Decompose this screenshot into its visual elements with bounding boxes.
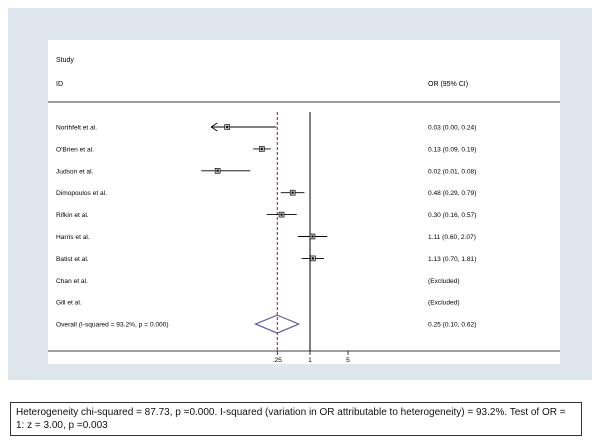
overall-diamond [254, 314, 301, 334]
heterogeneity-caption: Heterogeneity chi-squared = 87.73, p =0.… [10, 402, 582, 436]
study-label: Harris et al. [56, 234, 90, 241]
study-label: Gill et al. [56, 300, 82, 307]
study-estimate: 0.02 (0.01, 0.08) [428, 168, 476, 175]
point-center [216, 169, 219, 172]
overall-estimate: 0.25 (0.10, 0.62) [428, 322, 476, 329]
study-label: Judson et al. [56, 168, 94, 175]
study-estimate: 1.11 (0.60, 2.07) [428, 234, 476, 241]
header-id: ID [56, 81, 63, 88]
study-label: Batist et al. [56, 256, 89, 263]
header-study: Study [56, 57, 74, 64]
point-center [311, 257, 314, 260]
study-estimate: 0.48 (0.29, 0.79) [428, 190, 476, 197]
overall-label: Overall (I-squared = 93.2%, p = 0.000) [56, 322, 169, 329]
study-label: O'Brien et al. [56, 146, 94, 153]
study-label: Dimopoulos et al. [56, 190, 107, 197]
point-center [311, 235, 314, 238]
study-estimate: 0.13 (0.09, 0.19) [428, 146, 476, 153]
x-tick-label: 5 [346, 357, 350, 364]
study-label: Rifkin et al. [56, 212, 89, 219]
study-label: Chan et al. [56, 278, 88, 285]
point-center [280, 213, 283, 216]
x-tick-label: .25 [273, 357, 282, 364]
point-center [260, 147, 263, 150]
ci-arrow [210, 122, 218, 132]
header-estimate: OR (95% CI) [428, 81, 468, 88]
study-label: Northfelt et al. [56, 125, 97, 132]
study-estimate: 1.13 (0.70, 1.81) [428, 256, 476, 263]
forest-plot: Study ID OR (95% CI) Northfelt et al. 0.03 (… [48, 57, 560, 364]
study-estimate: 0.30 (0.16, 0.57) [428, 212, 476, 219]
study-estimate: (Excluded) [428, 278, 460, 285]
point-center [291, 191, 294, 194]
study-estimate: 0.03 (0.00, 0.24) [428, 125, 476, 132]
plot-panel: Study ID OR (95% CI) Northfelt et al. 0.03 (… [48, 40, 560, 364]
study-estimate: (Excluded) [428, 300, 460, 307]
x-tick-label: 1 [308, 357, 312, 364]
point-center [226, 126, 229, 128]
plot-frame: Study ID OR (95% CI) Northfelt et al. 0.03 (… [8, 8, 592, 380]
